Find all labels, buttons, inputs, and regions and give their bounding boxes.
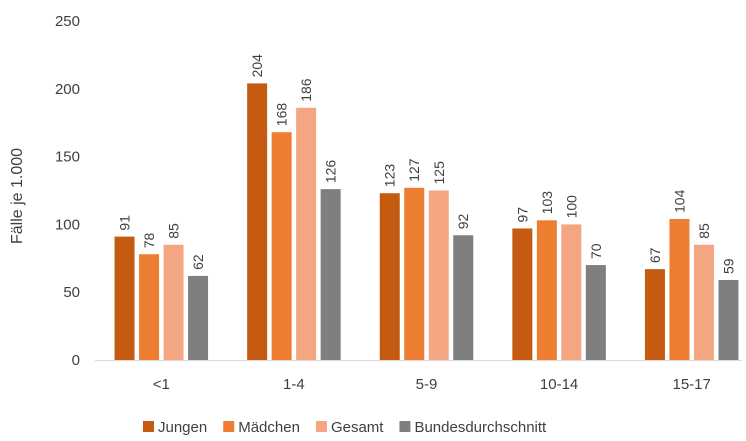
- bar-bundesdurchschnitt: [585, 265, 606, 360]
- bar-gesamt: [561, 224, 582, 360]
- bar-gesamt: [693, 244, 714, 360]
- x-tick-label: <1: [153, 376, 170, 393]
- x-axis: <1 1-4 5-9 10-14 15-17: [153, 376, 711, 393]
- y-axis-title: Fälle je 1.000: [9, 148, 26, 244]
- y-tick-label: 100: [55, 216, 80, 233]
- bars: [114, 83, 739, 360]
- data-label: 127: [406, 158, 422, 182]
- legend-label: Gesamt: [331, 419, 384, 436]
- data-label: 204: [249, 54, 265, 78]
- data-label: 103: [539, 191, 555, 215]
- x-tick-label: 5-9: [416, 376, 438, 393]
- legend-swatch: [399, 421, 411, 432]
- data-label: 92: [455, 213, 471, 229]
- data-label: 85: [166, 223, 182, 239]
- data-label: 78: [141, 232, 157, 248]
- data-label: 67: [647, 247, 663, 263]
- y-tick-label: 0: [72, 352, 80, 369]
- bar-bundesdurchschnitt: [718, 279, 739, 360]
- bar-mädchen: [271, 132, 292, 360]
- bar-jungen: [644, 269, 665, 360]
- y-tick-label: 250: [55, 13, 80, 30]
- bar-gesamt: [296, 107, 317, 360]
- data-label: 100: [563, 195, 579, 219]
- bar-mädchen: [139, 254, 160, 360]
- legend: Jungen Mädchen Gesamt Bundesdurchschnitt: [143, 419, 547, 436]
- data-label: 125: [431, 161, 447, 185]
- legend-label: Mädchen: [238, 419, 300, 436]
- bar-mädchen: [669, 218, 690, 360]
- legend-item: Mädchen: [223, 419, 300, 436]
- y-axis: 0 50 100 150 200 250: [55, 13, 80, 369]
- legend-label: Bundesdurchschnitt: [414, 419, 547, 436]
- y-tick-label: 200: [55, 81, 80, 98]
- data-label: 70: [588, 243, 604, 259]
- bar-bundesdurchschnitt: [188, 275, 209, 360]
- legend-item: Bundesdurchschnitt: [399, 419, 547, 436]
- x-tick-label: 10-14: [540, 376, 578, 393]
- data-label: 126: [323, 160, 339, 184]
- bar-jungen: [379, 193, 400, 360]
- legend-swatch: [315, 421, 327, 432]
- data-label: 62: [190, 254, 206, 270]
- data-label: 59: [720, 258, 736, 274]
- data-labels: 91 78 85 62 204 168 186 126 123 127 125 92 97 103 100 7…: [117, 54, 737, 274]
- bar-mädchen: [404, 187, 425, 360]
- legend-swatch: [223, 421, 235, 432]
- legend-label: Jungen: [158, 419, 207, 436]
- x-tick-label: 15-17: [673, 376, 711, 393]
- bar-jungen: [247, 83, 268, 360]
- bar-gesamt: [163, 244, 184, 360]
- bar-gesamt: [428, 190, 449, 360]
- data-label: 168: [274, 103, 290, 127]
- data-label: 104: [671, 189, 687, 213]
- data-label: 91: [117, 215, 133, 231]
- data-label: 97: [514, 207, 530, 223]
- x-tick-label: 1-4: [283, 376, 305, 393]
- legend-swatch: [143, 421, 154, 432]
- legend-item: Gesamt: [315, 419, 384, 436]
- data-label: 85: [696, 223, 712, 239]
- bar-bundesdurchschnitt: [453, 235, 474, 360]
- y-tick-label: 150: [55, 149, 80, 166]
- bar-bundesdurchschnitt: [320, 189, 341, 360]
- bar-jungen: [114, 236, 135, 360]
- data-label: 186: [298, 78, 314, 102]
- bar-jungen: [512, 228, 533, 360]
- data-label: 123: [382, 164, 398, 188]
- bar-mädchen: [536, 220, 557, 360]
- legend-item: Jungen: [143, 419, 207, 436]
- y-tick-label: 50: [63, 284, 80, 301]
